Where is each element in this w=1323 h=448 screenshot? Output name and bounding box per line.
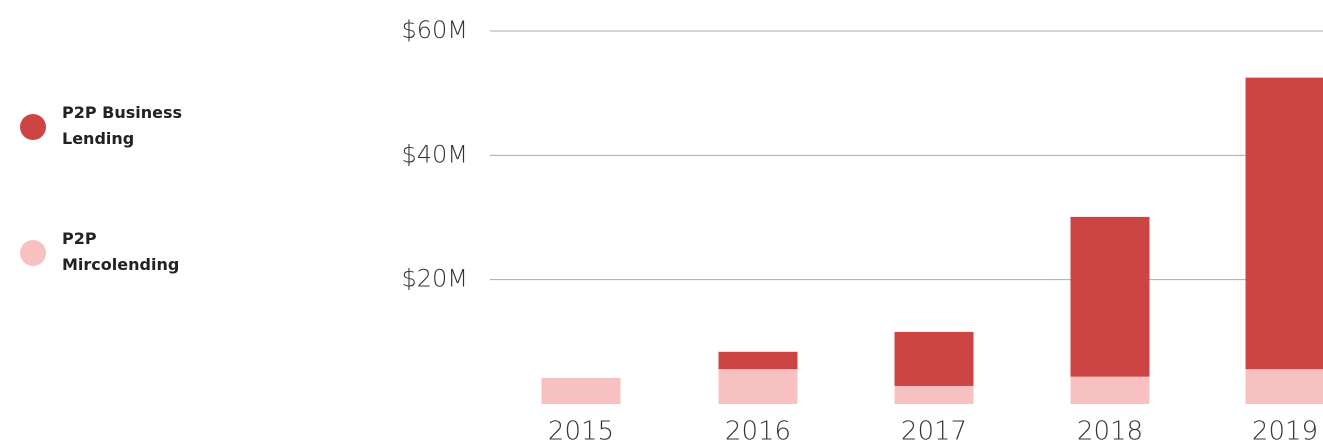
legend-label: P2P Business Lending: [62, 103, 183, 148]
y-tick-label: $40M: [401, 140, 468, 168]
bar-segment: [541, 377, 621, 404]
bar-segment: [894, 385, 974, 404]
legend-swatch: [20, 240, 46, 266]
bar-segment: [894, 331, 974, 386]
x-tick-label: 2015: [548, 417, 614, 447]
bar-segment: [1070, 216, 1150, 377]
y-tick-label: $20M: [401, 265, 468, 293]
bar-segment: [1245, 77, 1323, 370]
y-tick-label: $60M: [401, 16, 468, 44]
bar-segment: [718, 351, 798, 370]
x-tick-label: 2016: [725, 417, 791, 447]
legend-swatch: [20, 114, 46, 140]
x-tick-label: 2018: [1077, 417, 1143, 447]
bar-segment: [718, 369, 798, 404]
x-tick-label: 2017: [901, 417, 967, 447]
x-tick-label: 2019: [1252, 417, 1318, 447]
bar-segment: [1070, 376, 1150, 404]
bar-segment: [1245, 369, 1323, 404]
legend-label: P2P Mircolending: [62, 229, 180, 274]
